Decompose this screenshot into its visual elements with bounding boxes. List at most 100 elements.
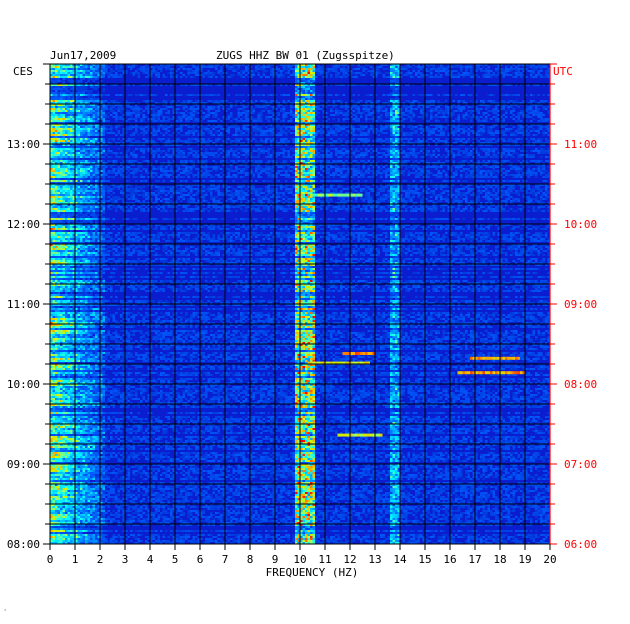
spectrogram-cell bbox=[335, 148, 338, 150]
spectrogram-cell bbox=[310, 136, 313, 138]
spectrogram-cell bbox=[353, 76, 356, 78]
spectrogram-cell bbox=[505, 112, 508, 114]
spectrogram-cell bbox=[263, 130, 266, 132]
spectrogram-cell bbox=[313, 100, 316, 102]
spectrogram-cell bbox=[390, 138, 393, 140]
spectrogram-cell bbox=[345, 118, 348, 120]
spectrogram-cell bbox=[260, 138, 263, 140]
spectrogram-cell bbox=[93, 130, 96, 132]
spectrogram-cell bbox=[305, 80, 308, 82]
spectrogram-cell bbox=[483, 148, 486, 150]
spectrogram-cell bbox=[288, 126, 291, 128]
spectrogram-cell bbox=[153, 66, 156, 68]
spectrogram-cell bbox=[143, 114, 146, 116]
spectrogram-cell bbox=[368, 118, 371, 120]
spectrogram-cell bbox=[368, 70, 371, 72]
spectrogram-cell bbox=[270, 140, 273, 142]
spectrogram-cell bbox=[358, 110, 361, 112]
spectrogram-cell bbox=[185, 114, 188, 116]
spectrogram-cell bbox=[210, 126, 213, 128]
spectrogram-cell bbox=[218, 70, 221, 72]
spectrogram-cell bbox=[103, 118, 106, 120]
spectrogram-cell bbox=[530, 108, 533, 110]
spectrogram-cell bbox=[303, 112, 306, 114]
spectrogram-cell bbox=[490, 150, 493, 152]
spectrogram-cell bbox=[285, 150, 288, 152]
spectrogram-cell bbox=[78, 112, 81, 114]
spectrogram-cell bbox=[285, 114, 288, 116]
spectrogram-cell bbox=[85, 66, 88, 68]
spectrogram-cell bbox=[318, 116, 321, 118]
spectrogram-cell bbox=[440, 130, 443, 132]
spectrogram-cell bbox=[295, 80, 298, 82]
spectrogram-cell bbox=[103, 134, 106, 136]
spectrogram-cell bbox=[443, 94, 446, 96]
spectrogram-cell bbox=[133, 106, 136, 108]
spectrogram-cell bbox=[520, 130, 523, 132]
spectrogram-cell bbox=[363, 110, 366, 112]
spectrogram-cell bbox=[490, 100, 493, 102]
spectrogram-cell bbox=[338, 120, 341, 122]
spectrogram-cell bbox=[110, 108, 113, 110]
spectrogram-cell bbox=[445, 128, 448, 130]
spectrogram-cell bbox=[135, 72, 138, 74]
spectrogram-cell bbox=[540, 116, 543, 118]
spectrogram-cell bbox=[410, 66, 413, 68]
spectrogram-cell bbox=[213, 114, 216, 116]
spectrogram-cell bbox=[93, 98, 96, 100]
spectrogram-cell bbox=[95, 154, 98, 156]
spectrogram-cell bbox=[518, 74, 521, 76]
spectrogram-cell bbox=[420, 140, 423, 142]
spectrogram-cell bbox=[495, 114, 498, 116]
spectrogram-cell bbox=[285, 138, 288, 140]
spectrogram-cell bbox=[88, 110, 91, 112]
spectrogram-cell bbox=[495, 76, 498, 78]
spectrogram-cell bbox=[303, 78, 306, 80]
spectrogram-cell bbox=[270, 126, 273, 128]
spectrogram-cell bbox=[358, 100, 361, 102]
spectrogram-cell bbox=[308, 72, 311, 74]
spectrogram-cell bbox=[268, 150, 271, 152]
spectrogram-cell bbox=[55, 92, 58, 94]
spectrogram-cell bbox=[80, 92, 83, 94]
spectrogram-cell bbox=[95, 126, 98, 128]
spectrogram-cell bbox=[530, 106, 533, 108]
spectrogram-cell bbox=[505, 148, 508, 150]
spectrogram-cell bbox=[345, 68, 348, 70]
spectrogram-cell bbox=[103, 152, 106, 154]
spectrogram-cell bbox=[95, 148, 98, 150]
spectrogram-cell bbox=[310, 98, 313, 100]
spectrogram-cell bbox=[338, 94, 341, 96]
spectrogram-cell bbox=[93, 68, 96, 70]
spectrogram-cell bbox=[145, 132, 148, 134]
spectrogram-cell bbox=[455, 132, 458, 134]
spectrogram-cell bbox=[395, 106, 398, 108]
spectrogram-cell bbox=[283, 118, 286, 120]
spectrogram-cell bbox=[418, 134, 421, 136]
spectrogram-cell bbox=[93, 72, 96, 74]
spectrogram-cell bbox=[328, 100, 331, 102]
spectrogram-cell bbox=[95, 98, 98, 100]
spectrogram-cell bbox=[390, 118, 393, 120]
spectrogram-cell bbox=[535, 76, 538, 78]
spectrogram-cell bbox=[245, 116, 248, 118]
spectrogram-cell bbox=[253, 108, 256, 110]
spectrogram-cell bbox=[385, 120, 388, 122]
spectrogram-cell bbox=[285, 66, 288, 68]
spectrogram-cell bbox=[63, 78, 66, 80]
spectrogram-cell bbox=[535, 108, 538, 110]
spectrogram-cell bbox=[63, 80, 66, 82]
spectrogram-cell bbox=[435, 76, 438, 78]
spectrogram-cell bbox=[313, 68, 316, 70]
spectrogram-cell bbox=[263, 140, 266, 142]
spectrogram-cell bbox=[335, 66, 338, 68]
spectrogram-cell bbox=[60, 150, 63, 152]
spectrogram-cell bbox=[103, 116, 106, 118]
spectrogram-cell bbox=[215, 140, 218, 142]
spectrogram-cell bbox=[238, 94, 241, 96]
spectrogram-cell bbox=[445, 72, 448, 74]
spectrogram-cell bbox=[80, 112, 83, 114]
spectrogram-cell bbox=[233, 154, 236, 156]
spectrogram-cell bbox=[165, 126, 168, 128]
spectrogram-cell bbox=[440, 140, 443, 142]
